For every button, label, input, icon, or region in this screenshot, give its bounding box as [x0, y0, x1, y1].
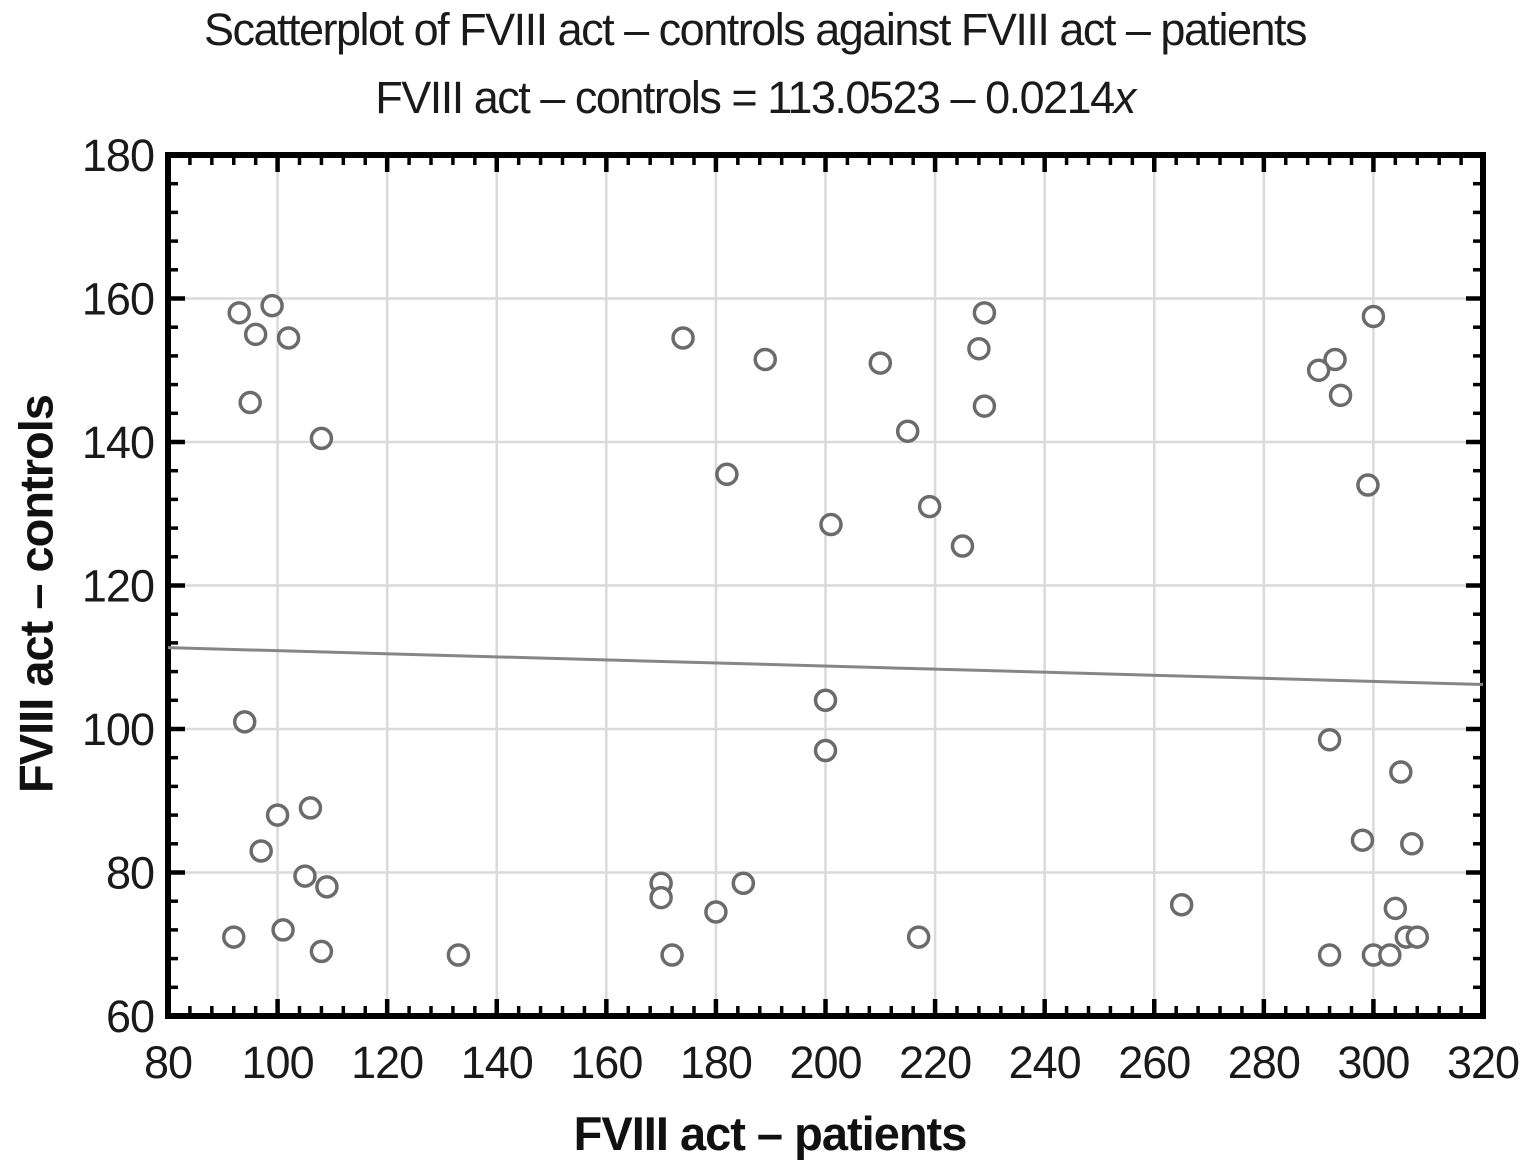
data-point — [276, 326, 301, 350]
data-point — [309, 426, 334, 451]
data-point — [917, 494, 942, 519]
x-tick-label: 260 — [1118, 1037, 1190, 1088]
data-point — [227, 301, 251, 325]
data-point — [813, 738, 838, 763]
data-point — [895, 419, 920, 443]
data-point — [249, 839, 273, 863]
data-point — [1389, 760, 1413, 784]
x-tick-label: 240 — [1009, 1037, 1081, 1088]
x-tick-label: 320 — [1447, 1037, 1519, 1088]
data-point — [753, 347, 777, 372]
data-point — [265, 803, 290, 827]
x-tick-label: 200 — [789, 1037, 861, 1088]
data-point — [1317, 943, 1342, 967]
data-point — [868, 351, 893, 375]
data-point — [1317, 728, 1342, 752]
data-point — [1169, 893, 1194, 917]
data-point — [972, 394, 997, 418]
data-point — [731, 871, 756, 896]
x-tick-label: 280 — [1228, 1037, 1300, 1088]
data-point — [1383, 896, 1408, 921]
data-point — [819, 512, 843, 537]
data-point — [704, 900, 728, 924]
trend-line — [167, 646, 1484, 686]
chart-title: Scatterplot of FVIII act – controls agai… — [203, 4, 1308, 55]
x-tick-label: 80 — [144, 1037, 192, 1088]
data-point — [660, 943, 684, 967]
data-point — [1328, 383, 1353, 408]
data-point — [238, 390, 262, 415]
data-point — [271, 918, 295, 942]
y-tick-label: 100 — [82, 704, 154, 755]
x-tick-label: 120 — [351, 1037, 423, 1088]
data-point — [293, 864, 317, 888]
data-point — [1350, 828, 1375, 852]
data-point — [315, 875, 339, 899]
data-point — [446, 943, 471, 967]
y-tick-label: 120 — [82, 561, 154, 612]
data-point — [222, 925, 246, 949]
x-tick-label: 220 — [899, 1037, 971, 1088]
y-tick-label: 160 — [82, 274, 154, 325]
data-point — [1378, 943, 1402, 967]
x-tick-label: 160 — [570, 1037, 642, 1088]
data-point — [309, 939, 334, 964]
data-point — [243, 322, 268, 347]
data-point — [671, 326, 695, 350]
data-point — [1361, 304, 1386, 329]
y-axis-label: FVIII act – controls — [9, 395, 63, 793]
data-point — [1400, 832, 1424, 856]
data-point — [649, 885, 673, 910]
x-tick-label: 100 — [242, 1037, 314, 1088]
data-point — [972, 301, 997, 325]
data-point — [1306, 358, 1331, 382]
x-tick-label: 180 — [680, 1037, 752, 1088]
data-point — [715, 462, 739, 487]
regression-equation: FVIII act – controls = 113.0523 – 0.0214… — [0, 72, 1510, 124]
x-axis-label: FVIII act – patients — [573, 1107, 968, 1160]
data-point — [1356, 473, 1380, 497]
data-point — [1405, 925, 1429, 949]
data-point — [906, 925, 931, 949]
y-tick-label: 60 — [106, 991, 154, 1042]
y-tick-label: 180 — [82, 130, 154, 181]
data-point — [967, 336, 991, 361]
data-point — [232, 710, 257, 734]
data-point — [298, 796, 323, 820]
data-point — [813, 688, 838, 713]
x-tick-label: 140 — [461, 1037, 533, 1088]
data-point — [260, 293, 284, 318]
data-point — [950, 534, 975, 558]
equation-variable: x — [1113, 72, 1137, 123]
y-tick-label: 140 — [82, 417, 154, 468]
equation-text: FVIII act – controls = 113.0523 – 0.0214 — [375, 72, 1115, 123]
y-tick-label: 80 — [106, 848, 154, 899]
x-tick-label: 300 — [1337, 1037, 1409, 1088]
data-point — [1323, 347, 1347, 372]
